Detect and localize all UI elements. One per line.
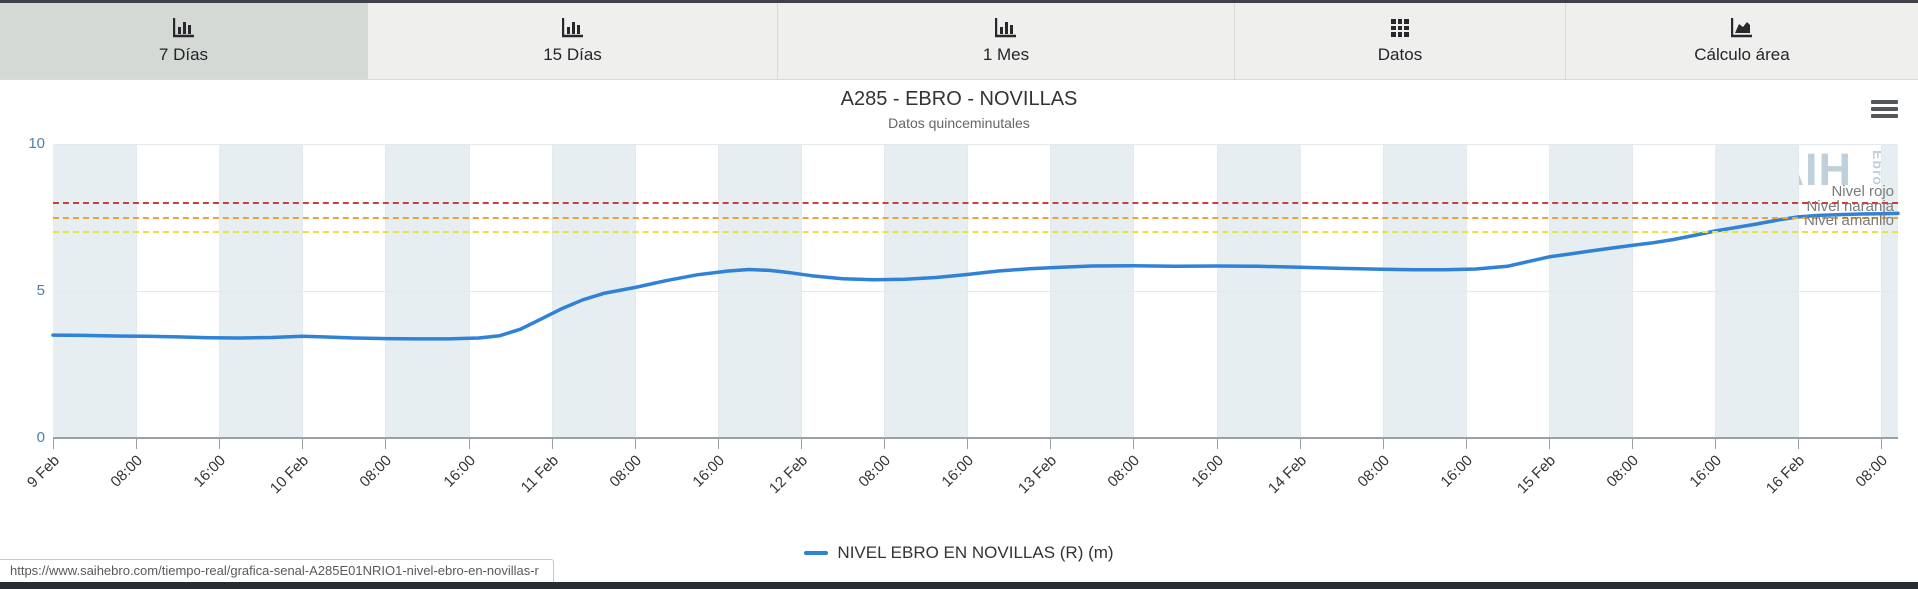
legend-item[interactable]: NIVEL EBRO EN NOVILLAS (R) (m) [0,543,1918,563]
tab-label: 1 Mes [982,44,1030,64]
threshold-label: Nivel rojo [1831,182,1894,200]
y-gridline [53,291,1898,292]
x-tick [468,439,470,449]
x-tick [1881,439,1883,449]
x-tick-label: 08:00 [107,452,147,491]
y-tick-label: 0 [36,429,45,446]
x-tick-label: 13 Feb [1015,452,1061,498]
x-tick [800,439,802,449]
x-tick-label: 9 Feb [23,452,64,492]
x-tick-label: 14 Feb [1264,452,1310,498]
x-tick [1465,439,1467,449]
x-tick [1050,439,1052,449]
threshold-label: Nivel naranja [1806,197,1894,215]
column-chart-icon [561,17,583,37]
legend-label: NIVEL EBRO EN NOVILLAS (R) (m) [837,543,1114,562]
tab-label: Datos [1377,44,1423,64]
x-tick [385,439,387,449]
threshold-label: Nivel amarillo [1803,212,1894,230]
x-tick [1715,439,1717,449]
x-tick [53,439,54,449]
legend-line-swatch [804,551,829,555]
x-tick-label: 16:00 [1187,452,1227,491]
x-tick [1216,439,1218,449]
x-tick [1798,439,1800,449]
x-tick-label: 08:00 [1852,452,1892,491]
column-chart-icon [172,17,194,37]
browser-status-url: https://www.saihebro.com/tiempo-real/gra… [0,559,554,582]
tab-datos[interactable]: Datos [1234,3,1565,79]
x-tick [1382,439,1384,449]
area-chart-icon [1731,17,1752,37]
chart-title: A285 - EBRO - NOVILLAS [840,88,1078,110]
tab-label: 7 Días [158,44,209,64]
x-tick [634,439,636,449]
x-tick-label: 08:00 [1354,452,1393,491]
x-tick [302,439,304,449]
x-tick [1632,439,1634,449]
x-tick-label: 15 Feb [1513,452,1559,498]
x-tick-label: 11 Feb [517,452,562,497]
y-gridline [53,144,1898,145]
y-tick-label: 10 [28,135,45,152]
threshold-line-nivel-rojo [53,201,1898,204]
threshold-line-nivel-amarillo [53,231,1898,234]
x-tick-label: 08:00 [855,452,895,491]
x-tick [884,439,886,449]
x-tick-label: 08:00 [1603,452,1643,491]
x-tick-label: 12 Feb [765,452,811,498]
chart-subtitle: Datos quinceminutales [888,115,1030,131]
x-tick-label: 16 Feb [1763,452,1809,498]
x-tick-label: 08:00 [606,452,645,491]
column-chart-icon [995,17,1016,37]
level-series-line [51,211,1900,341]
x-tick [219,439,221,449]
y-tick-label: 5 [36,282,45,299]
x-tick [1299,439,1301,449]
x-axis-line [53,437,1898,439]
tab-label: Cálculo área [1694,44,1790,64]
x-tick-label: 16:00 [1437,452,1476,491]
x-tick-label: 10 Feb [267,452,313,498]
x-tick [1548,439,1550,449]
footer-bar [0,582,1918,589]
table-grid-icon [1391,18,1409,37]
x-tick [1133,439,1135,449]
x-tick [967,439,969,449]
tab-label: 15 Días [543,44,602,64]
tab-bar: 7 Días 15 Días 1 Mes Datos Cálculo á [0,0,1918,80]
tab-15-dias[interactable]: 15 Días [367,3,777,79]
x-tick-label: 08:00 [1104,452,1144,491]
threshold-line-nivel-naranja [53,216,1898,219]
x-tick-label: 16:00 [439,452,479,491]
x-tick-label: 16:00 [190,452,230,491]
x-tick-label: 16:00 [938,452,978,491]
x-tick-label: 08:00 [356,452,396,491]
x-tick [717,439,719,449]
tab-calculo-area[interactable]: Cálculo área [1565,3,1918,79]
x-tick-label: 16:00 [689,452,728,491]
x-tick [136,439,138,449]
hamburger-menu-icon[interactable] [1871,100,1898,121]
x-tick [551,439,553,449]
tab-7-dias[interactable]: 7 Días [0,3,367,79]
x-tick-label: 16:00 [1686,452,1726,491]
tab-1-mes[interactable]: 1 Mes [777,3,1234,79]
